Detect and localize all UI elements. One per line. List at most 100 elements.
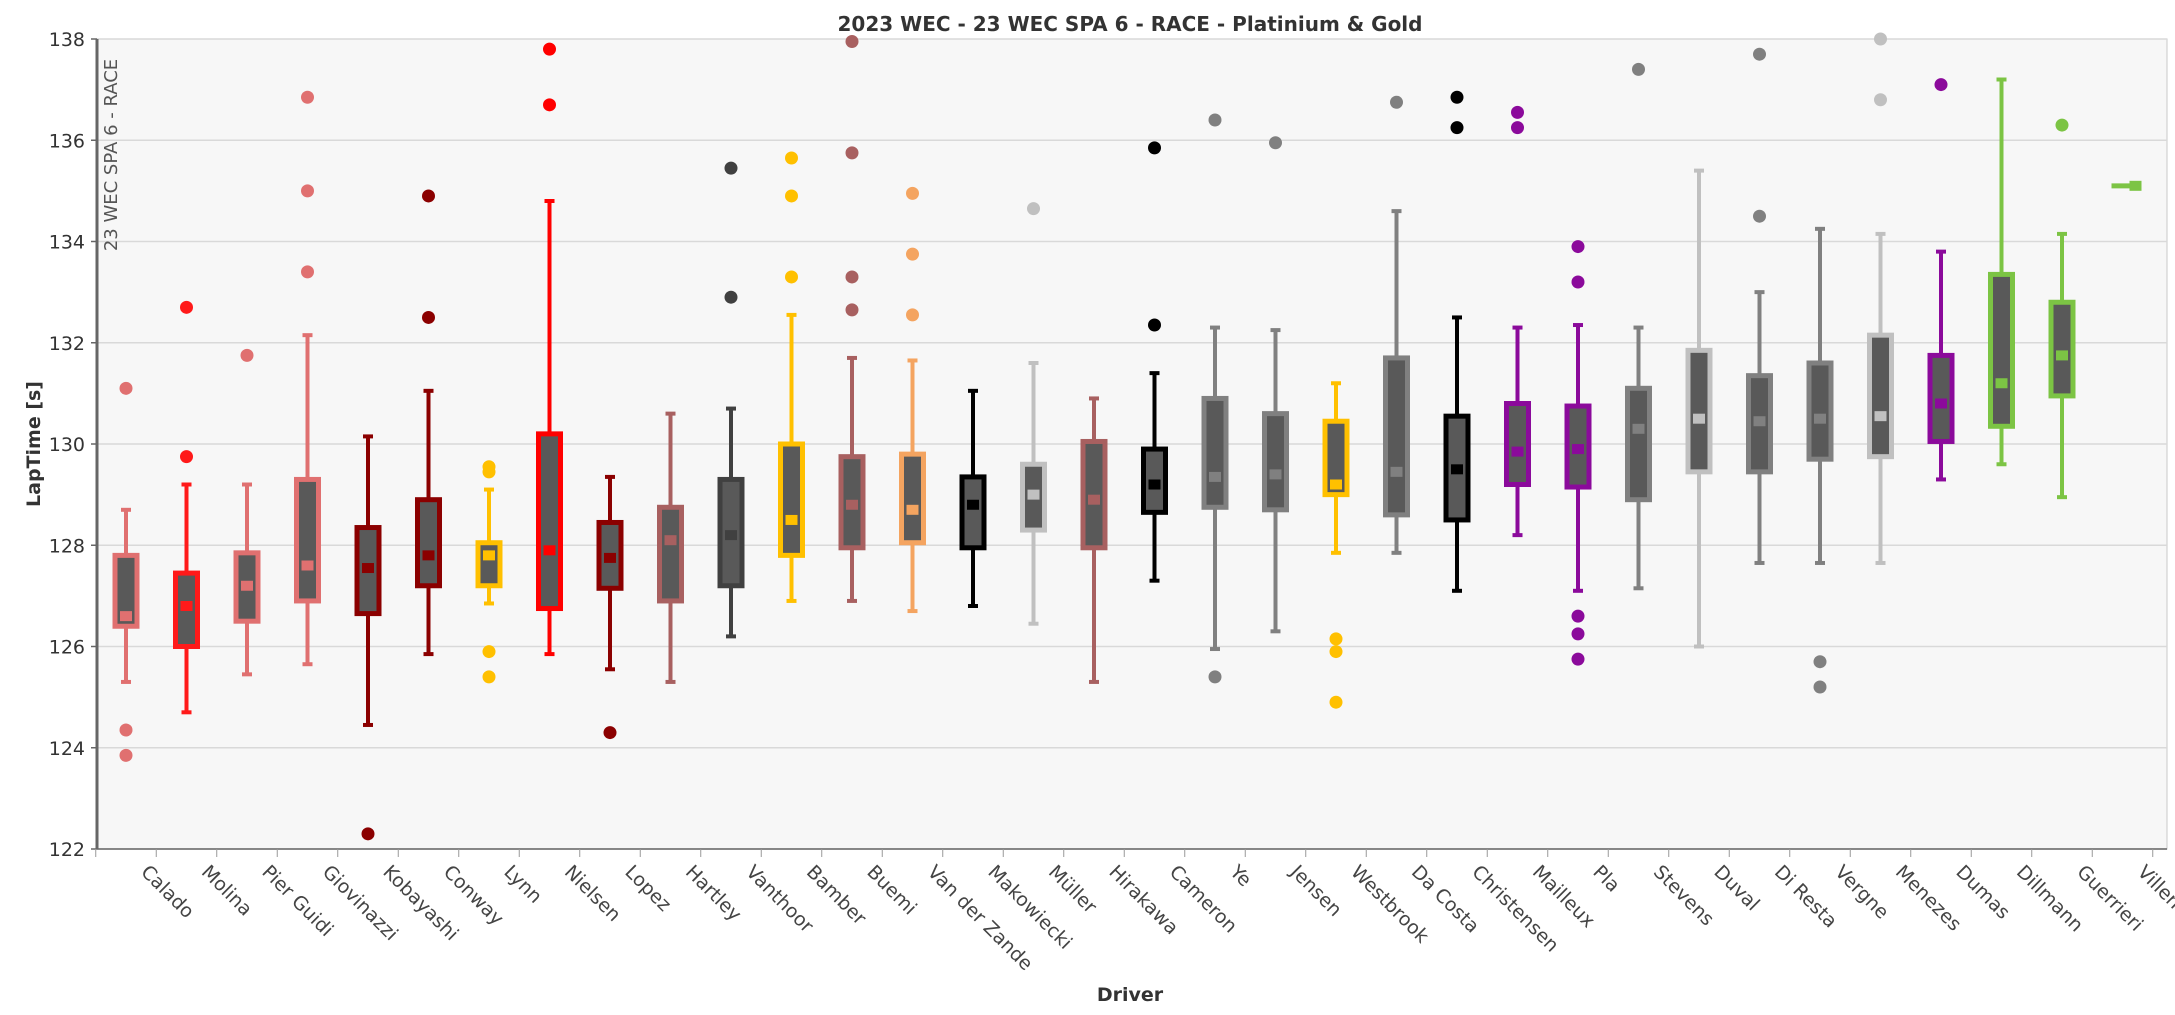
outlier-point: [361, 827, 375, 841]
outlier-point: [180, 300, 193, 314]
x-tick-label: Calado: [136, 861, 198, 923]
outlier-point: [603, 726, 617, 740]
outlier-point: [906, 186, 919, 200]
box-iqr: [1867, 332, 1894, 460]
box-median-marker: [301, 560, 314, 571]
outlier-point: [2055, 118, 2069, 132]
outlier-point: [1813, 680, 1827, 694]
box-iqr: [778, 441, 805, 558]
box-median-marker: [1814, 413, 1826, 424]
box-iqr: [959, 474, 987, 551]
x-tick-label: Di Resta: [1770, 861, 1841, 932]
outlier-point: [1390, 95, 1403, 109]
box-vanthoor: [717, 161, 745, 639]
box-median-marker: [906, 504, 919, 515]
box-median-marker: [1330, 479, 1342, 490]
box-median-marker: [1088, 494, 1100, 505]
box-duval: [1685, 168, 1713, 649]
box-pier-guidi: [233, 348, 261, 677]
y-tick-label: 138: [49, 29, 85, 51]
outlier-point: [1511, 105, 1524, 119]
box-median-marker: [1693, 413, 1705, 424]
box-iqr: [1806, 360, 1834, 462]
box-median-marker: [725, 530, 737, 541]
outlier-point: [1753, 209, 1766, 223]
x-tick-label: Van der Zande: [923, 861, 1037, 975]
box-iqr: [1383, 355, 1410, 518]
boxes: [112, 32, 2142, 841]
box-median-marker: [1027, 489, 1040, 500]
y-tick-label: 128: [49, 535, 85, 557]
box-da-costa: [1383, 95, 1410, 555]
outlier-point: [482, 670, 496, 684]
box-mailleux: [1504, 105, 1531, 538]
box-calado: [112, 381, 140, 762]
outlier-point: [785, 270, 798, 284]
box-conway: [415, 189, 442, 657]
x-tick-label: Buemi: [862, 861, 920, 919]
outlier-point: [1450, 90, 1464, 104]
box-iqr: [294, 476, 321, 604]
box-median-marker: [1753, 416, 1766, 427]
box-median-marker: [483, 550, 495, 561]
outlier-point: [1571, 652, 1585, 666]
y-axis-ticks: 122 124 126 128 130 132 134 136 138: [49, 29, 2167, 861]
box-jensen: [1262, 136, 1289, 634]
box-median-marker: [543, 545, 556, 556]
box-median-marker: [846, 499, 858, 510]
outlier-point: [1511, 121, 1524, 135]
outlier-point: [301, 90, 314, 104]
outlier-point: [240, 348, 254, 362]
outlier-point: [1329, 645, 1343, 659]
box-nielsen: [536, 42, 563, 657]
outlier-point: [906, 247, 919, 261]
box-median-marker: [362, 563, 374, 574]
outlier-point: [1329, 695, 1343, 709]
outlier-point: [1571, 627, 1585, 641]
box-cameron: [1141, 141, 1168, 583]
x-tick-label: Pla: [1588, 861, 1624, 897]
box-median-marker: [664, 535, 677, 546]
outlier-point: [482, 460, 496, 474]
y-tick-label: 126: [49, 637, 85, 659]
box-westbrook: [1322, 381, 1350, 709]
x-tick-label: Lynn: [499, 861, 546, 908]
box-kobayashi: [354, 434, 382, 841]
box-buemi: [838, 35, 866, 603]
box-ye: [1201, 113, 1229, 684]
box-median-marker: [2056, 350, 2068, 361]
outlier-point: [1571, 609, 1585, 623]
outlier-point: [1874, 32, 1887, 46]
x-tick-label: Jensen: [1285, 860, 1346, 921]
outlier-point: [845, 270, 859, 284]
box-iqr: [657, 504, 684, 604]
outlier-point: [1208, 113, 1222, 127]
x-tick-label: Duval: [1709, 861, 1763, 915]
outlier-point: [785, 151, 798, 165]
box-iqr: [1262, 411, 1289, 513]
x-tick-label: Stevens: [1649, 861, 1718, 930]
outlier-point: [543, 98, 556, 112]
x-tick-label: Nielsen: [560, 861, 625, 926]
outlier-point: [543, 42, 556, 56]
outlier-point: [845, 303, 859, 317]
box-iqr: [1685, 347, 1713, 475]
box-dumas: [1927, 78, 1955, 482]
box-giovinazzi: [294, 90, 321, 667]
box-iqr: [1201, 395, 1229, 510]
x-tick-label: Molina: [197, 861, 257, 921]
outlier-point: [422, 310, 435, 324]
box-villena: [2111, 180, 2142, 191]
x-tick-label: Menezes: [1891, 861, 1966, 936]
box-iqr: [1322, 418, 1350, 498]
box-molina: [173, 300, 200, 715]
y-axis-label: LapTime [s]: [23, 381, 45, 507]
box-median-marker: [241, 580, 253, 591]
outlier-point: [906, 308, 919, 322]
box-median-marker: [1511, 446, 1524, 457]
outlier-point: [1269, 136, 1282, 150]
y-tick-label: 136: [49, 130, 85, 152]
box-lynn: [475, 460, 503, 684]
